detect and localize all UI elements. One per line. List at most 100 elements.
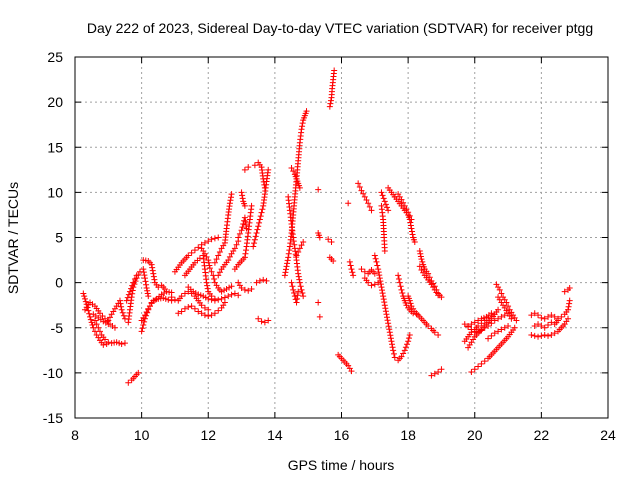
x-tick-label: 8 [71,427,79,443]
data-point [81,293,88,300]
data-point [291,290,298,297]
data-point [255,223,262,230]
data-point [118,303,125,310]
data-point [376,272,383,279]
data-point [405,335,412,342]
data-point [488,332,495,339]
data-point [205,295,212,302]
data-point [226,253,233,260]
data-point [205,313,212,320]
data-point [387,332,394,339]
data-point [213,256,220,263]
series-c2 [138,294,175,324]
data-point [505,322,512,329]
series-f12 [326,254,337,264]
series-f5 [293,239,307,259]
data-point [245,287,252,294]
data-point [185,252,192,259]
data-point [374,262,381,269]
data-point [298,242,305,249]
data-point [385,207,392,214]
data-point [239,192,246,199]
series-i4 [561,285,573,295]
data-point [481,358,488,365]
data-point [81,295,88,302]
data-point [435,368,442,375]
data-point [201,304,208,311]
data-point [407,222,414,229]
data-point [368,282,375,289]
data-point [89,322,96,329]
series-g9 [378,189,392,214]
data-point [298,286,305,293]
data-point [475,317,482,324]
data-point [150,270,157,277]
data-point [382,305,389,312]
data-point [384,204,391,211]
data-point [347,262,354,269]
data-point [491,330,498,337]
data-point [390,347,397,354]
data-point [228,194,235,201]
series-f3 [288,279,302,306]
data-point [405,338,412,345]
data-point [348,266,355,273]
grid-lines [75,57,608,418]
data-point [141,275,148,282]
series-c3 [140,257,168,292]
data-point [252,233,259,240]
data-point [395,276,402,283]
data-point [95,324,102,331]
data-point [401,202,408,209]
data-point [349,269,356,276]
data-point [330,257,337,264]
data-point [297,283,304,290]
data-point [531,322,538,329]
data-point [398,353,405,360]
data-point [373,258,380,265]
data-point [198,310,205,317]
series-h3 [465,306,502,351]
data-point [541,324,548,331]
data-point [387,335,394,342]
data-point [148,261,155,268]
series-f4 [288,165,303,191]
data-point [256,219,263,226]
data-point [294,292,301,299]
data-point [231,245,238,252]
data-point [315,186,322,193]
data-point [295,273,302,280]
series-f8 [315,299,322,306]
data-point [345,200,352,207]
data-point [303,108,310,115]
data-point [416,248,423,255]
data-point [205,259,212,266]
data-point [294,295,301,302]
data-point [181,290,188,297]
data-point [261,181,268,188]
data-point [142,278,149,285]
series-f6 [315,186,322,193]
data-point [221,294,228,301]
data-point [565,306,572,313]
data-point [286,247,293,254]
series-h4 [465,310,495,329]
data-point [128,285,135,292]
data-point [438,366,445,373]
data-point [501,312,508,319]
data-point [235,234,242,241]
data-point [257,213,264,220]
series-g1 [335,351,355,375]
data-point [293,252,300,259]
data-point [195,244,202,251]
data-point [376,275,383,282]
data-point [425,270,432,277]
data-point [218,295,225,302]
data-point [93,321,100,328]
data-point [327,97,334,104]
data-point [531,332,538,339]
data-point [388,338,395,345]
series-g3 [346,258,357,279]
data-point [248,285,255,292]
y-tick-label: 15 [47,139,63,155]
